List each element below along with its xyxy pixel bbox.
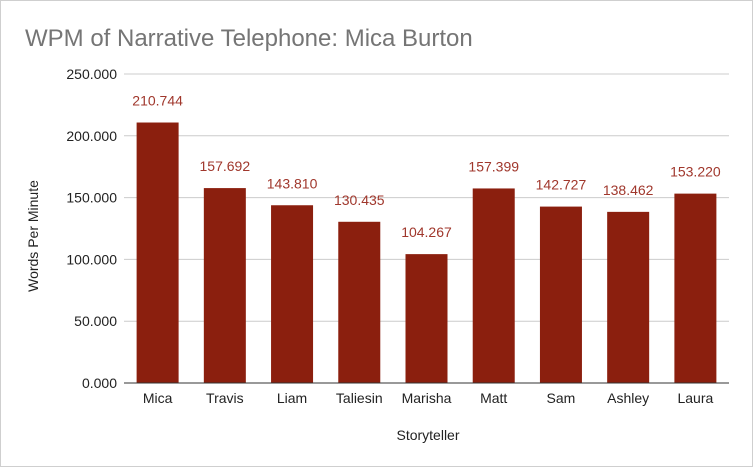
x-tick-label: Mica: [143, 390, 173, 406]
bars: [136, 122, 717, 383]
data-label: 153.220: [670, 164, 721, 180]
data-label: 104.267: [401, 224, 452, 240]
data-labels: 210.744 157.692 143.810 130.435 104.267 157.3…: [132, 93, 721, 241]
x-axis-ticks: Mica Travis Liam Taliesin Marisha Matt Sam Ashl…: [143, 390, 714, 406]
bar-sam: [539, 206, 582, 383]
y-tick-label: 250.000: [66, 66, 117, 82]
x-tick-label: Taliesin: [336, 390, 383, 406]
x-tick-label: Laura: [677, 390, 713, 406]
data-label: 157.399: [468, 158, 519, 174]
y-tick-label: 150.000: [66, 190, 117, 206]
data-label: 142.727: [536, 177, 587, 193]
y-axis-title: Words Per Minute: [25, 180, 41, 292]
x-axis-title: Storyteller: [396, 427, 459, 443]
bar-liam: [271, 205, 314, 383]
x-tick-label: Marisha: [402, 390, 452, 406]
x-tick-label: Travis: [206, 390, 244, 406]
bar-marisha: [405, 254, 448, 383]
bar-matt: [472, 188, 515, 383]
x-tick-label: Matt: [480, 390, 507, 406]
data-label: 138.462: [603, 182, 654, 198]
data-label: 157.692: [200, 158, 251, 174]
x-tick-label: Ashley: [607, 390, 649, 406]
bar-laura: [674, 193, 717, 383]
y-tick-label: 0.000: [82, 375, 117, 391]
y-tick-label: 200.000: [66, 128, 117, 144]
data-label: 143.810: [267, 175, 318, 191]
data-label: 210.744: [132, 93, 183, 109]
y-tick-label: 50.000: [74, 313, 117, 329]
bar-travis: [203, 188, 246, 383]
y-axis-ticks: 0.000 50.000 100.000 150.000 200.000 250.000: [66, 66, 117, 391]
bar-ashley: [607, 211, 650, 383]
y-tick-label: 100.000: [66, 251, 117, 267]
data-label: 130.435: [334, 192, 385, 208]
x-tick-label: Liam: [277, 390, 307, 406]
chart-title: WPM of Narrative Telephone: Mica Burton: [25, 25, 473, 52]
bar-taliesin: [338, 221, 381, 383]
bar-mica: [136, 122, 179, 383]
x-tick-label: Sam: [547, 390, 576, 406]
